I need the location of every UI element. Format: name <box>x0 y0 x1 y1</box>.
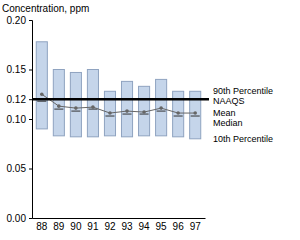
mean-marker <box>91 105 95 109</box>
mean-marker <box>40 92 44 96</box>
median-mark <box>122 114 131 115</box>
y-tick: 0.10 <box>7 114 32 125</box>
median-mark <box>71 111 80 112</box>
x-tick-label: 90 <box>70 221 82 232</box>
y-tick-label: 0.15 <box>7 64 27 75</box>
mean-marker <box>142 110 146 114</box>
reference-label: NAAQS <box>213 96 245 106</box>
x-tick-label: 92 <box>104 221 116 232</box>
series-label: Mean <box>213 108 236 118</box>
box <box>156 79 167 135</box>
x-tick: 88 <box>36 218 48 232</box>
y-tick-mark <box>29 99 32 100</box>
box <box>53 70 64 136</box>
y-tick-label: 0.05 <box>7 163 27 174</box>
y-axis-line <box>29 21 33 219</box>
mean-marker <box>159 106 163 110</box>
x-tick-label: 93 <box>121 221 133 232</box>
y-tick-mark <box>29 169 32 170</box>
box <box>36 42 47 129</box>
y-tick-label: 0.12 <box>7 94 27 105</box>
box <box>87 70 98 137</box>
series-label: Median <box>213 118 243 128</box>
x-tick-label: 96 <box>173 221 185 232</box>
mean-line <box>42 94 195 113</box>
y-tick-label: 0.10 <box>7 114 27 125</box>
y-tick-label: 0.00 <box>7 213 27 224</box>
mean-marker <box>74 106 78 110</box>
y-tick: 0.00 <box>7 213 32 224</box>
x-tick-label: 89 <box>53 221 65 232</box>
median-mark <box>191 116 200 117</box>
y-tick: 0.05 <box>7 163 32 174</box>
x-tick: 92 <box>104 218 116 232</box>
mean-marker <box>125 109 129 113</box>
mean-marker <box>57 104 61 108</box>
median-mark <box>105 116 114 117</box>
series-label: 10th Percentile <box>213 134 273 144</box>
x-axis: 88 89 90 91 92 93 94 95 96 97 <box>33 218 206 232</box>
box <box>121 81 132 136</box>
y-tick-label: 0.20 <box>7 15 27 26</box>
y-tick: 0.15 <box>7 64 32 75</box>
y-axis: 0.00 0.05 0.10 0.12 0.15 0.20 <box>7 15 33 224</box>
series-label: 90th Percentile <box>213 86 273 96</box>
x-tick: 97 <box>190 218 202 232</box>
x-tick: 89 <box>53 218 65 232</box>
median-mark <box>157 111 166 112</box>
mean-marker <box>193 111 197 115</box>
mean-marker <box>108 111 112 115</box>
x-axis-line <box>33 218 206 219</box>
y-tick: 0.20 <box>7 15 32 26</box>
x-tick-label: 95 <box>156 221 168 232</box>
y-tick-mark <box>29 70 32 71</box>
x-tick: 95 <box>156 218 168 232</box>
x-tick: 94 <box>139 218 151 232</box>
median-mark <box>54 109 63 110</box>
marks <box>36 42 200 139</box>
y-tick-mark <box>29 218 32 219</box>
y-tick-mark <box>29 119 32 120</box>
x-tick-label: 91 <box>87 221 99 232</box>
y-tick: 0.12 <box>7 94 32 105</box>
box <box>70 72 81 136</box>
x-tick-label: 97 <box>190 221 202 232</box>
x-tick: 90 <box>70 218 82 232</box>
x-tick: 96 <box>173 218 185 232</box>
x-tick-label: 88 <box>36 221 48 232</box>
mean-marker <box>176 111 180 115</box>
x-tick: 93 <box>121 218 133 232</box>
title: Concentration, ppm <box>2 3 89 14</box>
median-mark <box>37 101 46 102</box>
y-tick-mark <box>29 20 32 21</box>
x-tick-label: 94 <box>139 221 151 232</box>
x-tick: 91 <box>87 218 99 232</box>
median-mark <box>174 116 183 117</box>
reference-line <box>32 98 209 101</box>
chart: Concentration, ppm0.000.050.100.120.150.… <box>0 0 300 240</box>
